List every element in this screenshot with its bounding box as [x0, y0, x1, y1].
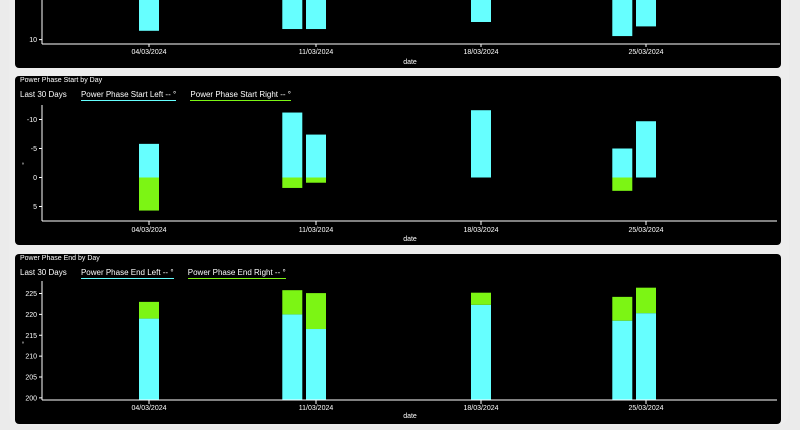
bar-right	[306, 0, 326, 30]
x-tick-label: 11/03/2024	[299, 405, 334, 412]
bar-left	[612, 177, 633, 191]
x-tick-label: 25/03/2024	[628, 49, 663, 56]
y-axis-title: °	[22, 163, 25, 169]
bar-left	[139, 143, 159, 178]
x-axis-title: date	[403, 236, 417, 243]
chart-title: Power Phase End by Day	[20, 255, 100, 262]
y-tick-label: 220	[25, 312, 37, 319]
x-tick-label: 04/03/2024	[131, 227, 166, 234]
bar-right-green	[306, 293, 326, 330]
bar-right	[636, 0, 656, 27]
x-axis-title: date	[403, 59, 417, 66]
bar-left-cyan	[139, 318, 159, 400]
bar-right-cyan	[636, 313, 656, 400]
y-tick-label: 0	[33, 175, 37, 182]
bar-right	[636, 121, 656, 178]
y-axis-title: °	[22, 342, 25, 348]
x-tick-label: 25/03/2024	[628, 227, 663, 234]
bar-right-cyan	[306, 329, 326, 400]
bar-left-cyan	[471, 304, 491, 400]
x-tick-label: 11/03/2024	[299, 227, 334, 234]
bar-left	[282, 177, 303, 188]
y-tick-label: 200	[25, 395, 37, 402]
legend-left[interactable]: Power Phase Start Left -- °	[80, 90, 177, 101]
x-tick-label: 04/03/2024	[131, 405, 166, 412]
y-tick-label: 5	[33, 204, 37, 211]
bar-left-cyan	[282, 314, 303, 400]
phase-start-panel: Power Phase Start by Day Last 30 Days Po…	[15, 76, 781, 245]
top-chart-panel: 10 04/03/2024 11/03/2024 18/03/2024 25/03/20…	[15, 0, 781, 68]
bar-left-green	[612, 296, 633, 321]
range-label[interactable]: Last 30 Days	[20, 90, 67, 99]
bar-left	[282, 0, 303, 30]
bar-right	[306, 177, 326, 183]
x-tick-label: 25/03/2024	[628, 405, 663, 412]
legend-right[interactable]: Power Phase End Right -- °	[187, 268, 286, 279]
chart-title: Power Phase Start by Day	[20, 77, 103, 84]
x-tick-label: 18/03/2024	[463, 227, 498, 234]
bar-left	[471, 110, 491, 178]
bar-right-green	[636, 287, 656, 314]
y-tick-label: 205	[25, 375, 37, 382]
phase-end-panel: Power Phase End by Day Last 30 Days Powe…	[15, 254, 781, 424]
bar-left-cyan	[612, 320, 633, 400]
y-tick-label: 210	[25, 354, 37, 361]
y-tick-label: 225	[25, 291, 37, 298]
bar-left	[139, 0, 159, 31]
bar-left-green	[282, 290, 303, 315]
chart-legend: Last 30 Days Power Phase Start Left -- °…	[20, 90, 303, 101]
range-label[interactable]: Last 30 Days	[20, 268, 67, 277]
bar-left-green	[471, 292, 491, 305]
bar-right	[306, 134, 326, 178]
legend-left[interactable]: Power Phase End Left -- °	[80, 268, 174, 279]
x-tick-label: 18/03/2024	[463, 49, 498, 56]
y-tick-label: -5	[31, 146, 37, 153]
y-tick-label: -10	[27, 117, 37, 124]
bar-left-green	[139, 301, 159, 319]
x-tick-label: 04/03/2024	[131, 49, 166, 56]
top-chart-svg: 10 04/03/2024 11/03/2024 18/03/2024 25/03/20…	[29, 0, 780, 66]
legend-right[interactable]: Power Phase Start Right -- °	[190, 90, 291, 101]
y-tick-label: 10	[29, 37, 37, 44]
bar-left	[612, 0, 633, 37]
phase-end-svg: 225 220 215 210 205 200 ° 04/03/2024 11/03/2024 1…	[22, 281, 777, 420]
x-tick-label: 18/03/2024	[463, 405, 498, 412]
bar-left	[282, 112, 303, 178]
bar-left	[139, 177, 159, 211]
x-tick-label: 11/03/2024	[299, 49, 334, 56]
bar-left	[471, 0, 491, 22]
chart-legend: Last 30 Days Power Phase End Left -- ° P…	[20, 268, 298, 279]
bar-left	[612, 148, 633, 178]
y-tick-label: 215	[25, 333, 37, 340]
x-axis-title: date	[403, 413, 417, 420]
phase-start-svg: -10 -5 0 5 ° 04/03/2024 11/03/2024 18/03/2024 25…	[22, 105, 777, 243]
